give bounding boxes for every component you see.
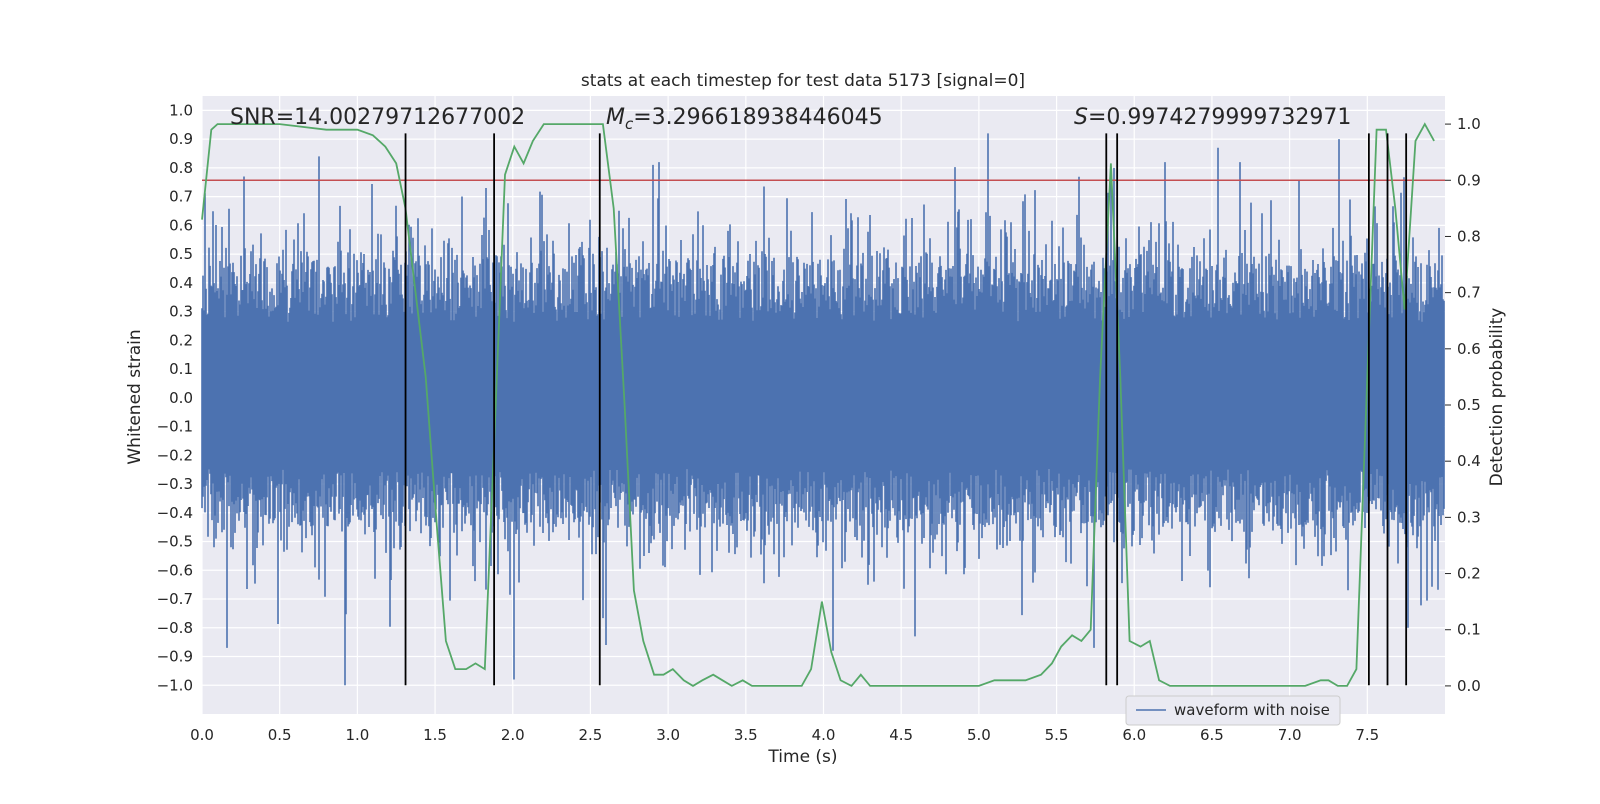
y-tick-label-16: −0.6	[157, 561, 193, 579]
x-axis-ticks: 0.0 0.5 1.0 1.5 2.0 2.5 3.0 3.5 4.0 4.5 5.0 5.5 6.0 6…	[190, 726, 1379, 744]
detection-vlines	[404, 133, 1408, 686]
s-annotation: S=0.9974279999732971	[1074, 105, 1351, 130]
x-tick-label-8: 4.0	[812, 726, 836, 744]
x-tick-label-4: 2.0	[501, 726, 525, 744]
y-axis-ticks: 1.0 0.9 0.8 0.7 0.6 0.5 0.4 0.3 0.2 0.1 0.0 −0.1 −0.…	[157, 101, 193, 694]
legend-box	[1125, 695, 1341, 726]
waveform-series	[201, 133, 1445, 686]
probability-line	[201, 122, 1435, 688]
y-tick-label-17: −0.7	[157, 590, 193, 608]
y2-tick-label-2: 0.8	[1457, 227, 1481, 245]
x-tick-label-11: 5.5	[1045, 726, 1069, 744]
y-tick-label-3: 0.7	[169, 188, 193, 206]
y2-tick-label-1: 0.9	[1457, 171, 1481, 189]
y2-tick-label-7: 0.3	[1457, 508, 1481, 526]
s-symbol: S	[1074, 105, 1088, 130]
chirp-mass-annotation: Mc=3.296618938446045	[606, 105, 883, 133]
waveform-line	[201, 133, 1445, 686]
y-tick-label-14: −0.4	[157, 504, 193, 522]
s-value: =0.9974279999732971	[1088, 105, 1351, 130]
x-tick-label-0: 0.0	[190, 726, 214, 744]
x-axis-label: Time (s)	[767, 747, 837, 767]
y2-axis-ticks: 1.0 0.9 0.8 0.7 0.6 0.5 0.4 0.3 0.2 0.1 0.0	[1445, 115, 1481, 695]
y-tick-label-2: 0.8	[169, 159, 193, 177]
probability-layer	[201, 122, 1435, 688]
y2-tick-label-6: 0.4	[1457, 452, 1481, 470]
y-tick-label-13: −0.3	[157, 475, 193, 493]
y2-tick-label-3: 0.7	[1457, 284, 1481, 302]
x-tick-label-6: 3.0	[656, 726, 680, 744]
y-tick-label-8: 0.2	[169, 331, 193, 349]
chirp-mass-symbol: M	[606, 105, 625, 130]
legend: waveform with noise	[1125, 695, 1341, 726]
y2-axis-label: Detection probability	[1487, 308, 1507, 487]
y-tick-label-9: 0.1	[169, 360, 193, 378]
y-tick-label-20: −1.0	[157, 676, 193, 694]
y-tick-label-12: −0.2	[157, 446, 193, 464]
y-tick-label-11: −0.1	[157, 418, 193, 436]
x-tick-label-5: 2.5	[579, 726, 603, 744]
chart-title: stats at each timestep for test data 517…	[581, 71, 1025, 91]
y2-tick-label-10: 0.0	[1457, 677, 1481, 695]
snr-annotation: SNR=14.00279712677002	[230, 105, 525, 130]
y-tick-label-1: 0.9	[169, 130, 193, 148]
y2-tick-label-4: 0.6	[1457, 340, 1481, 358]
chirp-mass-subscript: c	[625, 115, 634, 133]
x-tick-label-1: 0.5	[268, 726, 292, 744]
x-tick-label-3: 1.5	[423, 726, 447, 744]
y-tick-label-10: 0.0	[169, 389, 193, 407]
x-tick-label-9: 4.5	[889, 726, 913, 744]
y2-tick-label-5: 0.5	[1457, 396, 1481, 414]
y-tick-label-4: 0.6	[169, 216, 193, 234]
x-tick-label-10: 5.0	[967, 726, 991, 744]
y-tick-label-7: 0.3	[169, 303, 193, 321]
y-axis-label: Whitened strain	[125, 329, 145, 464]
y-tick-label-6: 0.4	[169, 274, 193, 292]
y2-tick-label-9: 0.1	[1457, 621, 1481, 639]
x-tick-label-14: 7.0	[1278, 726, 1302, 744]
chirp-mass-value: =3.296618938446045	[633, 105, 882, 130]
x-tick-label-2: 1.0	[345, 726, 369, 744]
y-tick-label-5: 0.5	[169, 245, 193, 263]
y2-tick-label-8: 0.2	[1457, 565, 1481, 583]
x-tick-label-13: 6.5	[1200, 726, 1224, 744]
x-tick-label-15: 7.5	[1355, 726, 1379, 744]
y-tick-label-0: 1.0	[169, 101, 193, 119]
legend-label-waveform: waveform with noise	[1174, 701, 1330, 719]
x-tick-label-7: 3.5	[734, 726, 758, 744]
y-tick-label-15: −0.5	[157, 533, 193, 551]
y2-tick-label-0: 1.0	[1457, 115, 1481, 133]
y-tick-label-18: −0.8	[157, 619, 193, 637]
y-tick-label-19: −0.9	[157, 648, 193, 666]
x-tick-label-12: 6.0	[1122, 726, 1146, 744]
